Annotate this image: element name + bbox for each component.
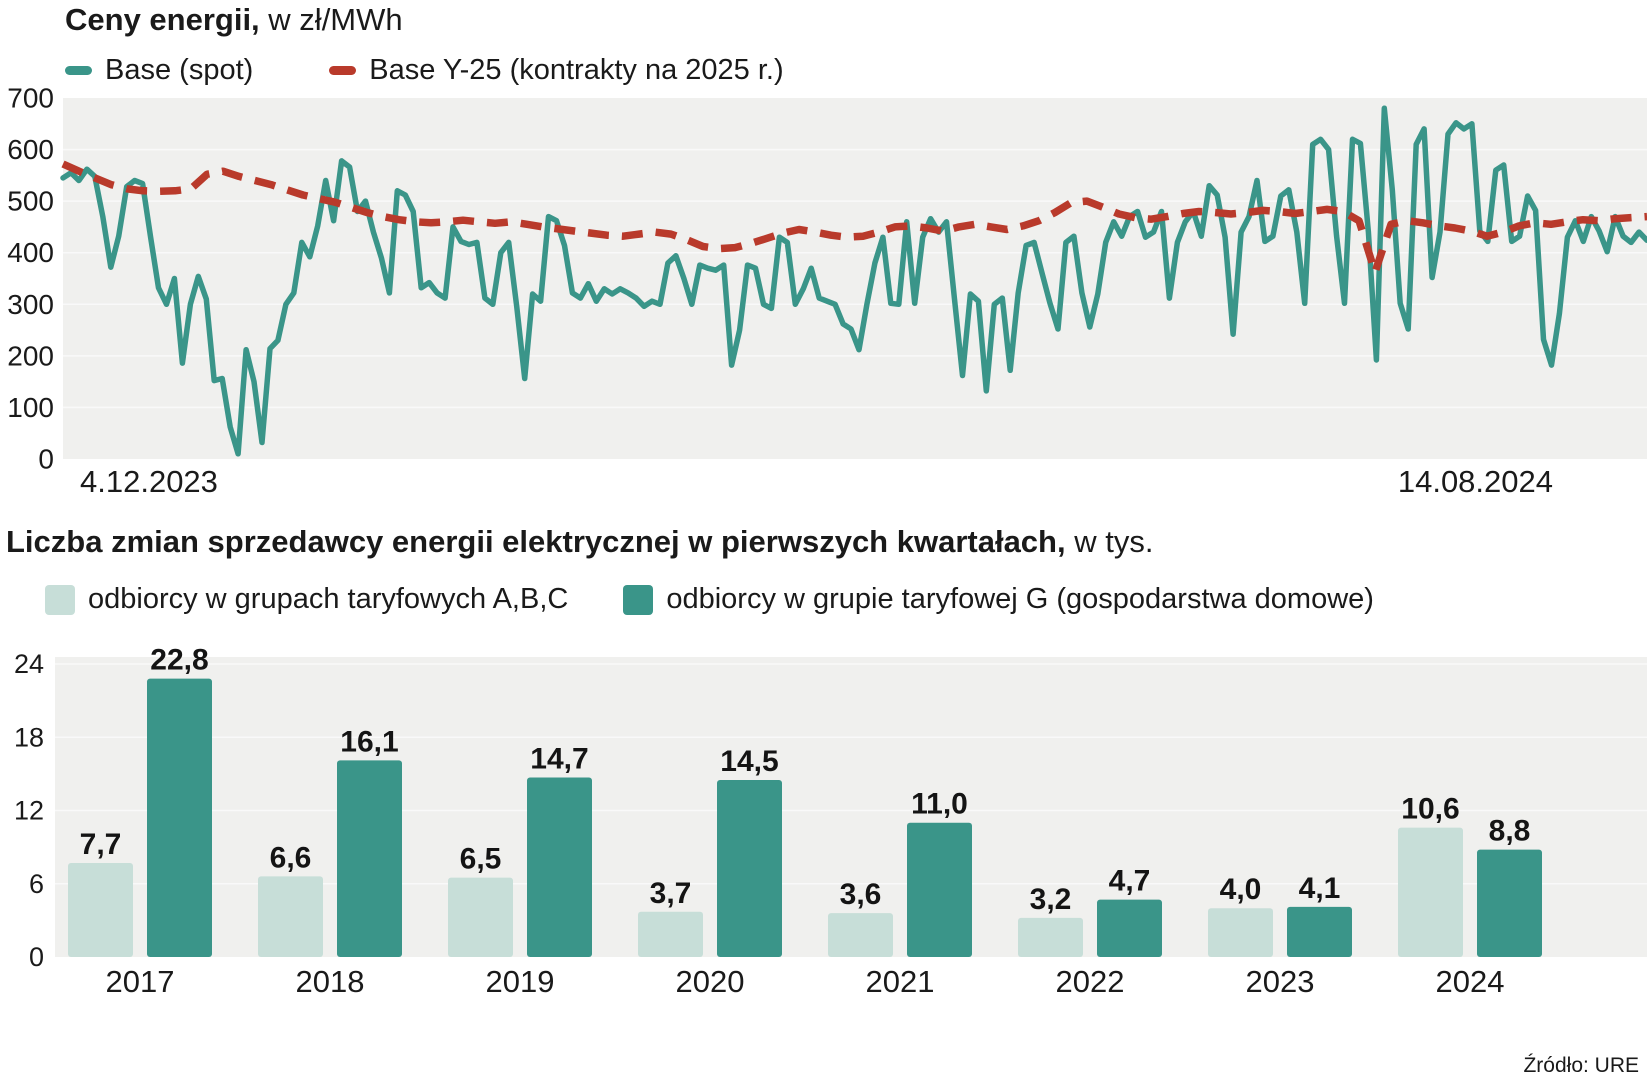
bar-2024-g	[1477, 849, 1542, 957]
price-y-tick-label: 500	[7, 186, 54, 217]
year-label: 2017	[106, 964, 175, 999]
bar-value-label: 10,6	[1401, 793, 1459, 826]
base-spot-swatch-icon	[65, 66, 92, 75]
switch-y-tick-label: 12	[14, 796, 44, 826]
switch-y-tick-label: 6	[29, 869, 44, 899]
price-chart-title-unit: w zł/MWh	[259, 2, 403, 37]
group-g-legend-label: odbiorcy w grupie taryfowej G (gospodars…	[666, 583, 1374, 615]
bar-2017-g	[147, 678, 212, 957]
bar-2022-abc	[1018, 917, 1083, 957]
year-label: 2024	[1436, 964, 1505, 999]
bar-2020-abc	[638, 911, 703, 957]
bar-value-label: 22,8	[150, 644, 208, 677]
bar-2018-abc	[258, 876, 323, 957]
bar-value-label: 4,1	[1299, 872, 1341, 905]
bar-2023-abc	[1208, 908, 1273, 957]
bar-value-label: 7,7	[80, 828, 122, 861]
year-label: 2018	[296, 964, 365, 999]
year-label: 2019	[486, 964, 555, 999]
price-y-tick-label: 400	[7, 237, 54, 268]
legend-item-group-g: odbiorcy w grupie taryfowej G (gospodars…	[623, 583, 1374, 616]
switch-chart-title-bold: Liczba zmian sprzedawcy energii elektryc…	[6, 524, 1066, 559]
bar-value-label: 14,7	[530, 743, 588, 776]
bar-value-label: 3,6	[840, 878, 882, 911]
bar-2018-g	[337, 760, 402, 957]
bar-2023-g	[1287, 906, 1352, 957]
price-line-chart: 0 100 200 300 400 500 600 700 4.12.2023 14.08.202…	[7, 88, 1647, 499]
bar-2019-g	[527, 777, 592, 957]
price-chart-title-bold: Ceny energii,	[65, 2, 260, 37]
source-credit: Źródło: URE	[1523, 1054, 1639, 1077]
bar-2024-abc	[1398, 827, 1463, 957]
price-y-tick-label: 300	[7, 289, 54, 320]
bar-value-label: 6,6	[270, 841, 312, 874]
bar-value-label: 6,5	[460, 843, 502, 876]
base-y25-swatch-icon	[329, 66, 357, 75]
switch-bar-chart: 0 6 12 18 24 7,7 22,8 2017 6,6 16,1 2018 6,5 14,7 201…	[14, 644, 1647, 999]
price-y-tick-label: 200	[7, 340, 54, 371]
base-y25-line	[61, 160, 1647, 277]
base-spot-legend-label: Base (spot)	[105, 54, 254, 86]
group-abc-legend-label: odbiorcy w grupach taryfowych A,B,C	[88, 583, 569, 615]
bar-value-label: 4,7	[1109, 865, 1151, 898]
legend-item-base-y25: Base Y-25 (kontrakty na 2025 r.)	[329, 54, 784, 87]
bar-2021-abc	[828, 913, 893, 957]
switch-chart-title: Liczba zmian sprzedawcy energii elektryc…	[6, 524, 1153, 560]
legend-item-base-spot: Base (spot)	[65, 54, 253, 87]
switch-y-tick-label: 18	[14, 722, 44, 752]
bar-2017-abc	[68, 863, 133, 957]
x-start-date-label: 4.12.2023	[80, 464, 218, 499]
base-y25-legend-label: Base Y-25 (kontrakty na 2025 r.)	[369, 54, 784, 86]
year-label: 2022	[1056, 964, 1125, 999]
bar-2019-abc	[448, 877, 513, 957]
price-chart-legend: Base (spot) Base Y-25 (kontrakty na 2025…	[65, 54, 784, 87]
switch-y-tick-label: 24	[14, 649, 44, 679]
group-g-swatch-icon	[623, 584, 654, 615]
price-y-tick-label: 700	[7, 88, 54, 114]
switch-chart-legend: odbiorcy w grupach taryfowych A,B,C odbi…	[45, 583, 1374, 616]
price-chart-title: Ceny energii, w zł/MWh	[65, 2, 403, 38]
bar-value-label: 16,1	[340, 725, 398, 758]
year-label: 2020	[676, 964, 745, 999]
bar-2021-g	[907, 822, 972, 957]
bar-value-label: 3,2	[1030, 883, 1072, 916]
bar-value-label: 11,0	[911, 788, 968, 821]
x-end-date-label: 14.08.2024	[1398, 464, 1553, 499]
bar-value-label: 14,5	[720, 745, 778, 778]
group-abc-swatch-icon	[45, 584, 75, 615]
base-spot-line	[60, 105, 1647, 457]
bar-2022-g	[1097, 899, 1162, 957]
switch-y-tick-label: 0	[29, 942, 44, 972]
price-y-tick-label: 100	[7, 392, 54, 423]
year-label: 2023	[1246, 964, 1315, 999]
switch-chart-title-unit: w tys.	[1065, 524, 1154, 559]
bar-value-label: 8,8	[1489, 815, 1531, 848]
price-y-tick-label: 0	[38, 444, 54, 475]
bar-value-label: 3,7	[650, 877, 692, 910]
legend-item-group-abc: odbiorcy w grupach taryfowych A,B,C	[45, 583, 568, 616]
bar-value-label: 4,0	[1220, 873, 1262, 906]
price-y-tick-label: 600	[7, 134, 54, 165]
year-label: 2021	[866, 964, 935, 999]
bar-2020-g	[717, 780, 782, 957]
